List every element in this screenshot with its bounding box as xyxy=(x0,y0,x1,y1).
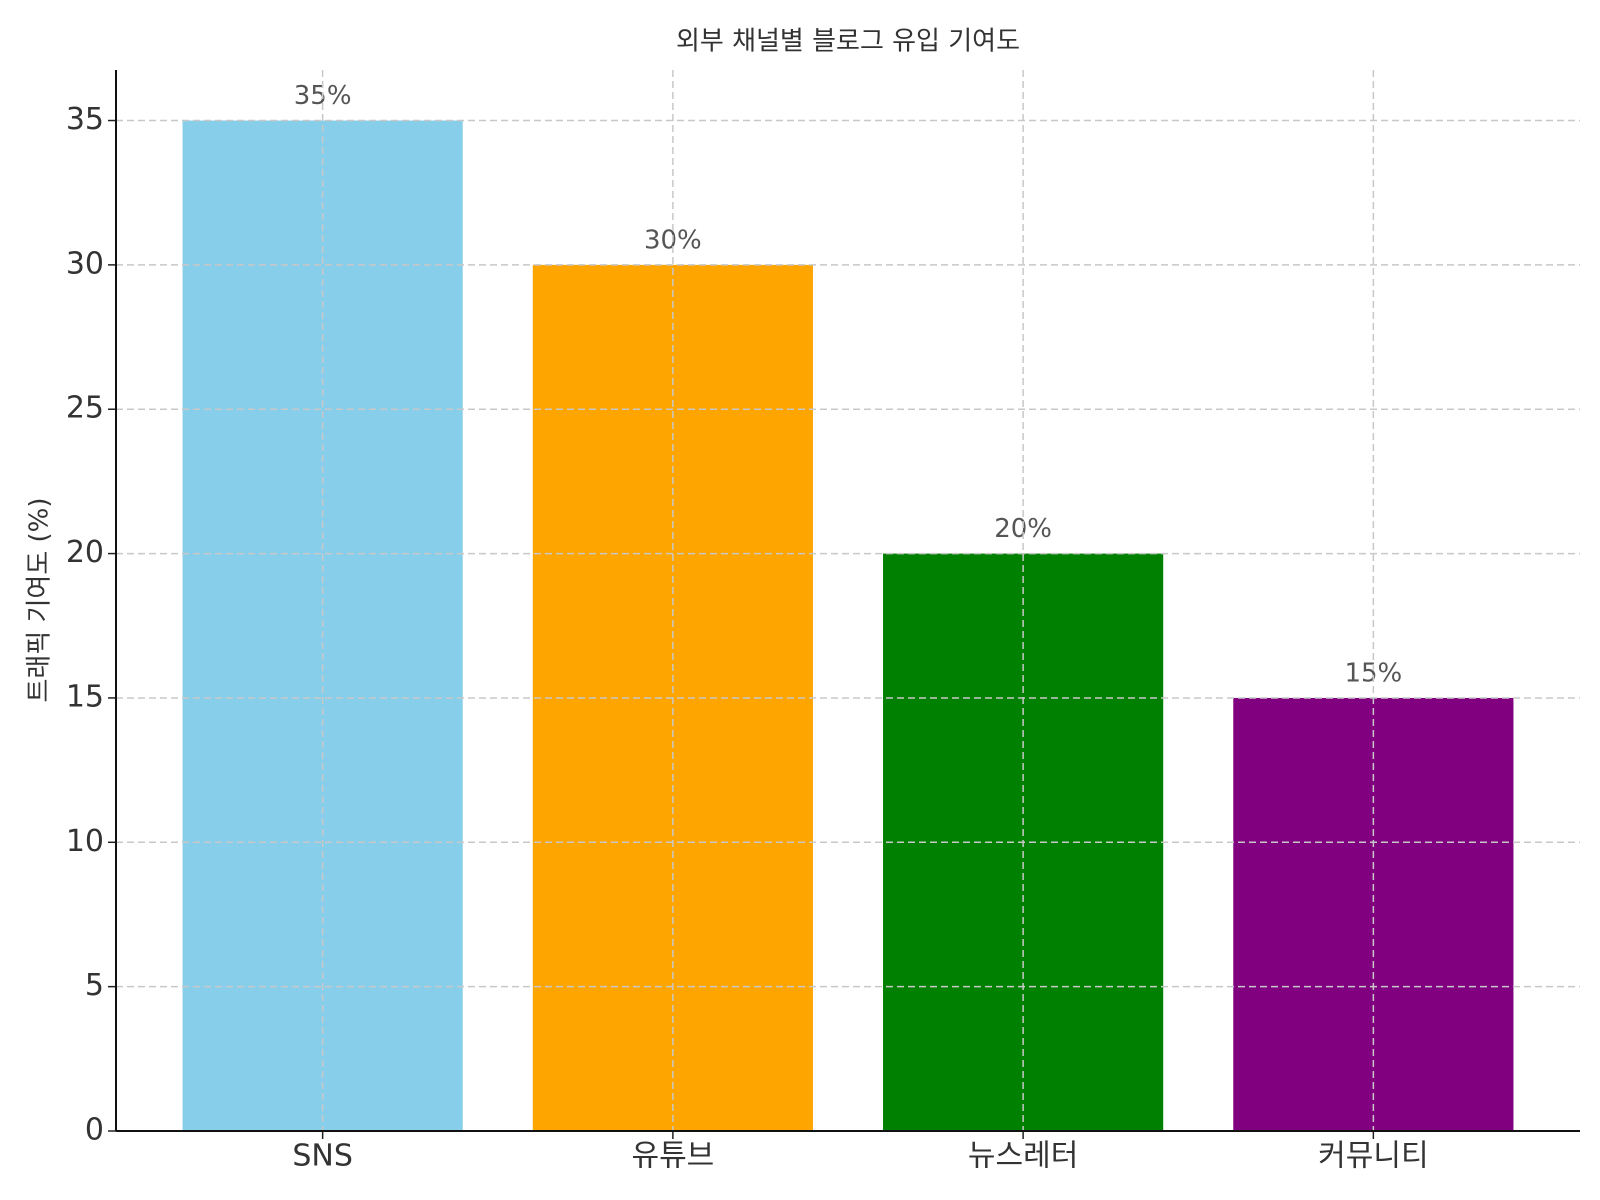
y-tick-label: 0 xyxy=(85,1113,104,1148)
bar xyxy=(1233,697,1514,1131)
x-tick-label: SNS xyxy=(292,1139,353,1174)
y-tick-label: 20 xyxy=(66,535,104,570)
chart-title: 외부 채널별 블로그 유입 기여도 xyxy=(676,27,1020,57)
value-label: 15% xyxy=(1344,658,1402,688)
x-tick-label: 뉴스레터 xyxy=(968,1139,1078,1174)
y-tick-label: 5 xyxy=(85,968,104,1003)
x-tick-label: 유튜브 xyxy=(631,1139,714,1174)
y-tick-label: 30 xyxy=(66,246,104,281)
y-tick-label: 35 xyxy=(66,102,104,137)
value-label: 20% xyxy=(994,514,1052,544)
y-axis-label: 트래픽 기여도 (%) xyxy=(25,497,55,702)
x-tick-label: 커뮤니티 xyxy=(1318,1139,1428,1174)
y-tick-label: 15 xyxy=(66,679,104,714)
y-tick-label: 25 xyxy=(66,391,104,426)
y-tick-label: 10 xyxy=(66,824,104,859)
